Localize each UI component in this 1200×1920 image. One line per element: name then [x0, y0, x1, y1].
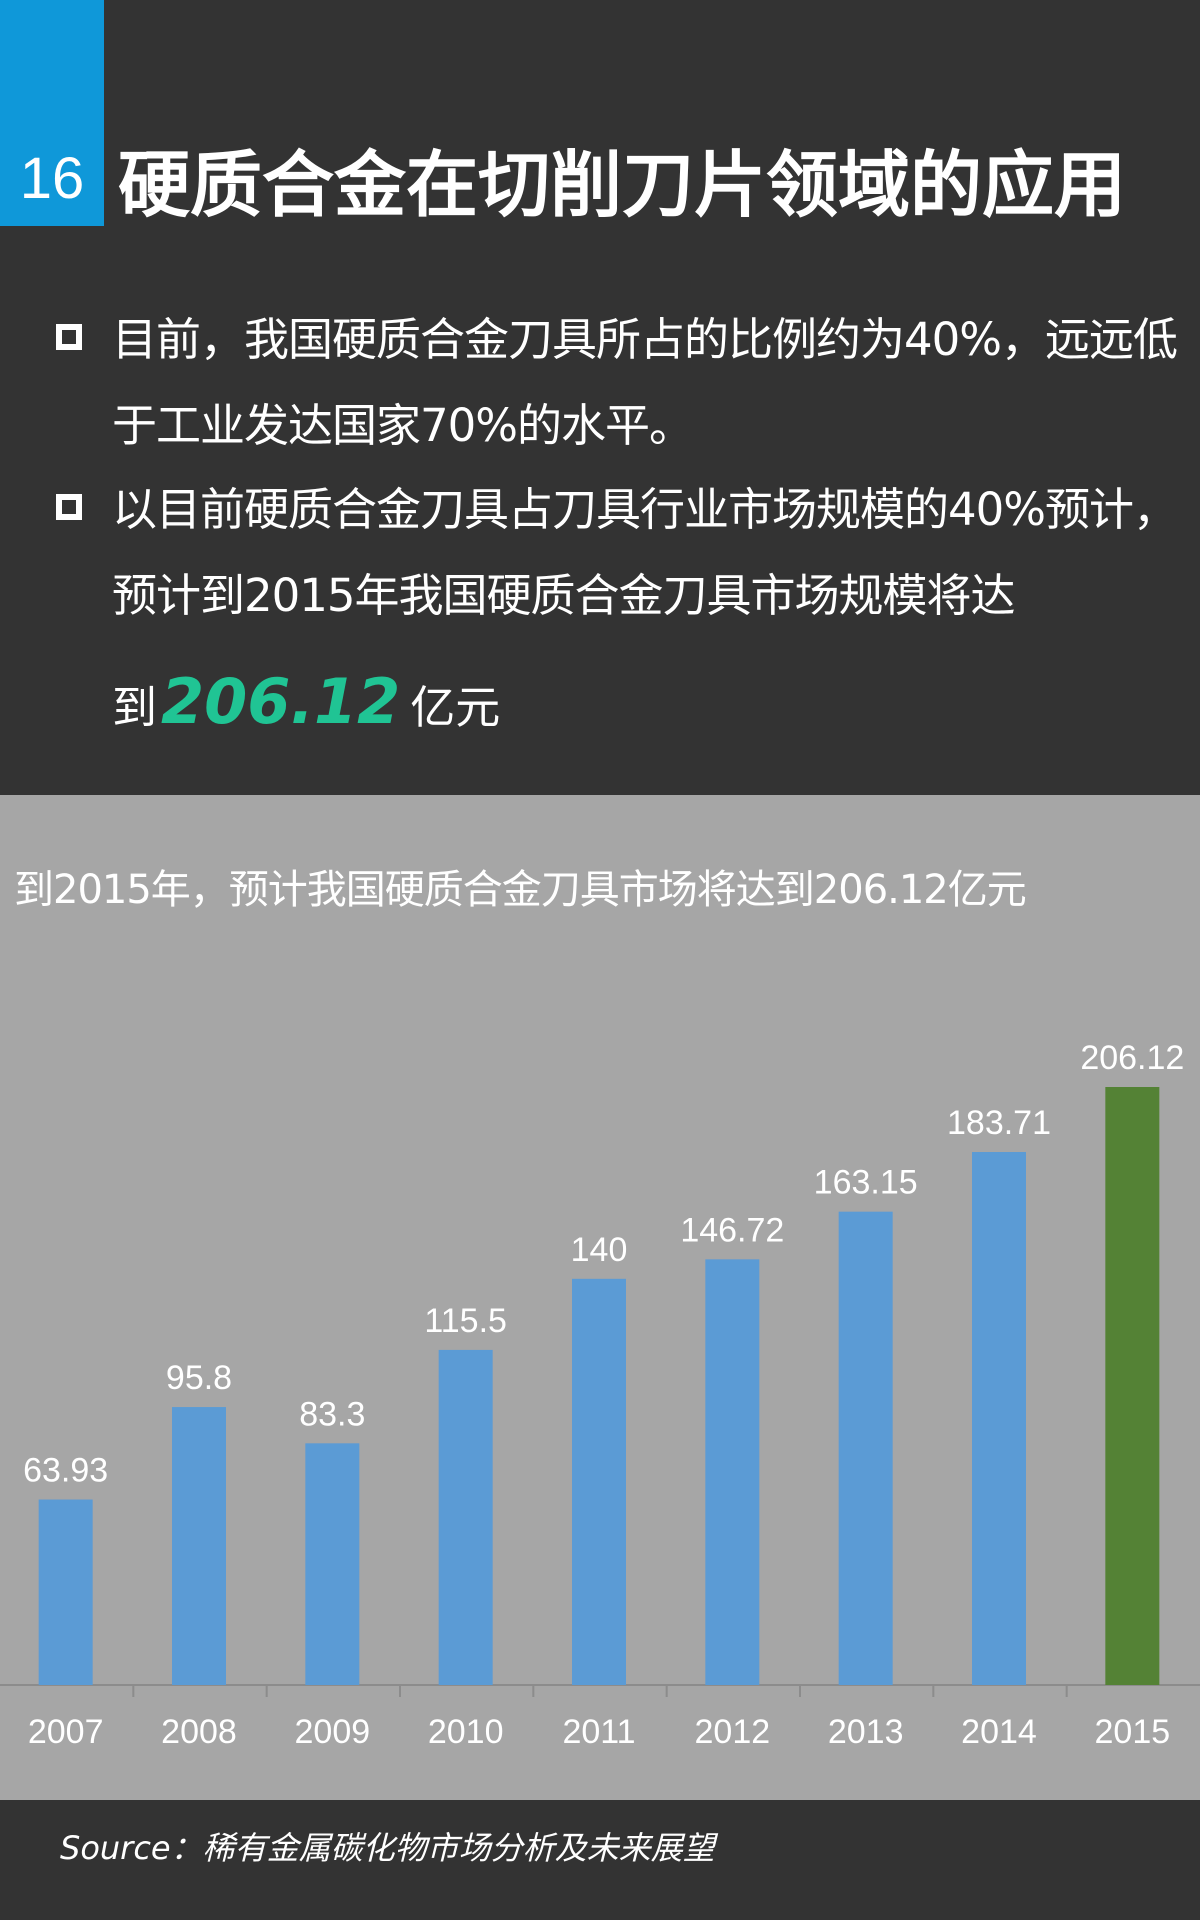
bar-2009 [305, 1443, 360, 1685]
bar-2010 [438, 1349, 493, 1685]
x-tick-label-2014: 2014 [961, 1713, 1037, 1751]
page-title: 硬质合金在切削刀片领域的应用 [118, 143, 1127, 227]
x-tick-label-2008: 2008 [161, 1713, 237, 1751]
square-bullet-icon [56, 494, 82, 520]
bar-2012 [705, 1259, 760, 1685]
chart-area: 到2015年，预计我国硬质合金刀具市场将达到206.12亿元 63.93 2007… [0, 795, 1200, 1800]
chart-title: 到2015年，预计我国硬质合金刀具市场将达到206.12亿元 [14, 867, 1027, 913]
data-label-2013: 163.15 [814, 1164, 918, 1202]
x-tick-label-2011: 2011 [562, 1713, 635, 1751]
x-tick-label-2007: 2007 [28, 1713, 104, 1751]
data-label-2014: 183.71 [947, 1104, 1051, 1142]
x-tick-label-2009: 2009 [295, 1713, 371, 1751]
footer: Source：稀有金属碳化物市场分析及未来展望 [0, 1800, 1200, 1920]
bar-2013 [838, 1211, 893, 1685]
bar-2014 [972, 1152, 1026, 1685]
bullet-text-2: 以目前硬质合金刀具占刀具行业市场规模的40%预计，预计到2015年我国硬质合金刀… [112, 483, 1178, 622]
x-tick-label-2015: 2015 [1095, 1713, 1171, 1751]
data-label-2009: 83.3 [299, 1395, 365, 1433]
data-label-2015: 206.12 [1080, 1039, 1184, 1077]
bar-2015 [1105, 1087, 1160, 1685]
header-section: 16 硬质合金在切削刀片领域的应用 目前，我国硬质合金刀具所占的比例约为40%，… [0, 0, 1200, 795]
highlight-value: 206.12 [161, 665, 401, 738]
bar-2007 [38, 1499, 93, 1685]
source-note: Source：稀有金属碳化物市场分析及未来展望 [60, 1829, 715, 1867]
bar-2008 [172, 1407, 226, 1685]
data-label-2012: 146.72 [680, 1211, 784, 1249]
data-label-2008: 95.8 [166, 1359, 232, 1397]
data-label-2007: 63.93 [23, 1452, 108, 1490]
bar-chart: 63.93 2007 95.8 2008 83.3 2009 115.5 2010 140 201… [0, 1039, 1200, 1751]
highlight-suffix: 亿元 [410, 681, 501, 734]
data-label-2010: 115.5 [424, 1302, 507, 1340]
bullet-text-1: 目前，我国硬质合金刀具所占的比例约为40%，远远低于工业发达国家70%的水平。 [112, 313, 1178, 452]
x-tick-label-2010: 2010 [428, 1713, 504, 1751]
slide-number: 16 [19, 146, 85, 211]
bar-2011 [572, 1278, 626, 1685]
highlight-prefix: 到 [112, 681, 158, 734]
data-label-2011: 140 [571, 1231, 628, 1269]
x-tick-label-2013: 2013 [828, 1713, 904, 1751]
slide-number-badge: 16 [0, 0, 104, 226]
square-bullet-icon [56, 324, 82, 350]
x-tick-label-2012: 2012 [695, 1713, 771, 1751]
highlight-line: 到206.12 亿元 [112, 652, 500, 758]
